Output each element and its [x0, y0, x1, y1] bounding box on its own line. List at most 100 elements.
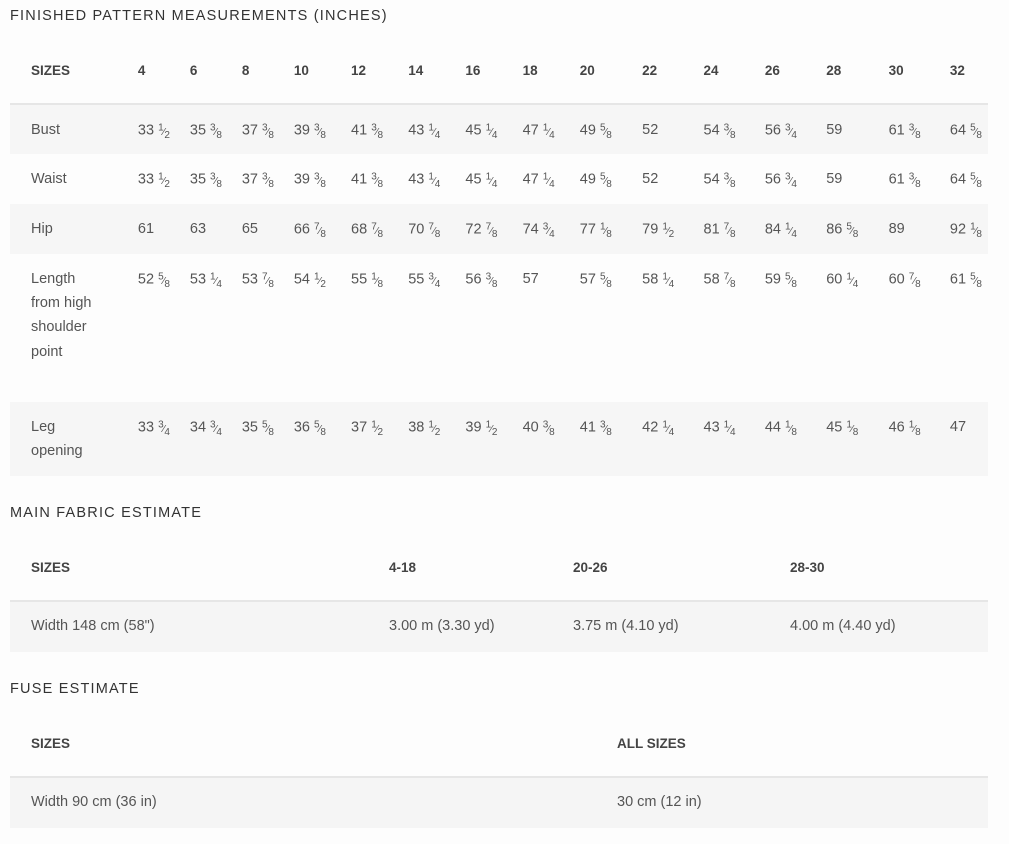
- measurement-value: 45 1⁄4: [465, 171, 497, 190]
- measurement-value: 33 1⁄2: [137, 122, 170, 141]
- fraction: 7⁄8: [485, 221, 498, 240]
- measurement-value: 45 1⁄8: [826, 419, 858, 438]
- fraction: 1⁄8: [846, 419, 858, 438]
- main-fabric-estimate: 4.00 m (4.40 yd): [790, 618, 896, 634]
- fraction: 1⁄4: [785, 221, 797, 240]
- measurement-value: 49 5⁄8: [579, 122, 612, 141]
- measurement-value: 37 1⁄2: [351, 419, 383, 438]
- measurement-value: 70 7⁄8: [408, 221, 440, 240]
- main-fabric-estimate: 3.75 m (4.10 yd): [573, 618, 679, 634]
- size-column-header: 24: [703, 63, 719, 78]
- fraction: 1⁄2: [158, 122, 170, 141]
- measurement-value: 64 5⁄8: [949, 122, 982, 141]
- measurement-row: Hip 61 63 65 66 7⁄8 68 7⁄8 70 7⁄8 72 7⁄8 74 3⁄4 7…: [10, 204, 988, 254]
- measurements-header-row: SIZES 46810121416182022242628303234: [10, 38, 988, 104]
- measurement-value: 45 1⁄4: [465, 122, 497, 141]
- fraction: 3⁄8: [599, 419, 612, 438]
- measurement-value: 86 5⁄8: [826, 221, 858, 240]
- size-column-header: 16: [465, 63, 481, 78]
- size-column-header: 32: [949, 63, 965, 78]
- fraction: 7⁄8: [428, 221, 440, 240]
- fraction: 1⁄4: [542, 122, 555, 141]
- measurement-value: 54 3⁄8: [703, 122, 736, 141]
- measurement-label: Waist: [31, 171, 67, 187]
- fraction: 3⁄8: [485, 271, 498, 290]
- measurement-value: 53 1⁄4: [189, 271, 222, 290]
- measurement-value: 47 1⁄4: [522, 122, 555, 141]
- fraction: 3⁄8: [908, 122, 921, 141]
- main-fabric-width-label: Width 148 cm (58"): [31, 618, 155, 634]
- size-column-header: 12: [351, 63, 367, 78]
- fuse-table-wrapper: SIZES ALL SIZES Width 90 cm (36 in) 30 c…: [10, 710, 988, 828]
- fraction: 1⁄4: [542, 171, 555, 190]
- measurement-value: 54 1⁄2: [293, 271, 326, 290]
- measurement-label: Hip: [31, 221, 53, 237]
- measurement-value: 34 3⁄4: [189, 419, 222, 438]
- size-column-header: 6: [189, 63, 198, 78]
- main-fabric-size-range-header: 20-26: [573, 560, 608, 575]
- fraction: 1⁄2: [371, 419, 383, 438]
- fraction: 1⁄4: [723, 419, 736, 438]
- fraction: 3⁄8: [723, 122, 736, 141]
- measurement-value: 65: [241, 221, 258, 237]
- fraction: 1⁄2: [158, 171, 170, 190]
- fraction: 3⁄4: [785, 122, 797, 141]
- fraction: 1⁄2: [485, 419, 498, 438]
- fuse-row: Width 90 cm (36 in) 30 cm (12 in): [10, 777, 988, 828]
- fraction: 5⁄8: [599, 271, 612, 290]
- measurement-value: 72 7⁄8: [465, 221, 498, 240]
- measurement-value: 84 1⁄4: [764, 221, 797, 240]
- measurement-value: 33 1⁄2: [137, 171, 170, 190]
- section-title-measurements: FINISHED PATTERN MEASUREMENTS (INCHES): [10, 8, 388, 24]
- fraction: 3⁄4: [542, 221, 555, 240]
- fraction: 1⁄4: [662, 271, 674, 290]
- size-column-header: 20: [579, 63, 595, 78]
- fuse-header-row: SIZES ALL SIZES: [10, 710, 988, 777]
- fraction: 5⁄8: [846, 221, 858, 240]
- fraction: 1⁄8: [908, 419, 921, 438]
- measurement-value: 64 5⁄8: [949, 171, 982, 190]
- measurement-value: 60 1⁄4: [826, 271, 858, 290]
- main-fabric-size-range-header: 28-30: [790, 560, 825, 575]
- fraction: 3⁄8: [908, 171, 921, 190]
- measurement-value: 92 1⁄8: [949, 221, 982, 240]
- fraction: 1⁄8: [970, 221, 982, 240]
- measurement-value: 58 1⁄4: [642, 271, 674, 290]
- main-fabric-size-range-header: 4-18: [389, 560, 417, 575]
- fraction: 5⁄8: [785, 271, 797, 290]
- fraction: 3⁄8: [542, 419, 555, 438]
- measurement-row: Bust 33 1⁄2 35 3⁄8 37 3⁄8 39 3⁄8 41 3⁄8 43 1⁄4…: [10, 104, 988, 154]
- main-fabric-row: Width 148 cm (58") 3.00 m (3.30 yd) 3.75…: [10, 601, 988, 652]
- measurement-value: 41 3⁄8: [351, 171, 383, 190]
- fraction: 5⁄8: [970, 271, 982, 290]
- measurement-value: 37 3⁄8: [241, 171, 274, 190]
- measurement-value: 36 5⁄8: [293, 419, 326, 438]
- fraction: 3⁄4: [158, 419, 170, 438]
- fraction: 1⁄4: [846, 271, 858, 290]
- size-column-header: 28: [826, 63, 842, 78]
- measurement-value: 59 5⁄8: [764, 271, 797, 290]
- main-fabric-estimate: 3.00 m (3.30 yd): [389, 618, 495, 634]
- measurement-value: 58 7⁄8: [703, 271, 736, 290]
- measurement-value: 47: [949, 419, 967, 435]
- measurement-value: 59: [826, 122, 843, 138]
- fraction: 1⁄2: [314, 271, 326, 290]
- fraction: 7⁄8: [262, 271, 274, 290]
- measurement-value: 42 1⁄4: [642, 419, 674, 438]
- fraction: 1⁄4: [662, 419, 674, 438]
- size-column-header: 26: [764, 63, 780, 78]
- measurement-value: 41 3⁄8: [351, 122, 383, 141]
- fraction: 5⁄8: [314, 419, 326, 438]
- fuse-width-label: Width 90 cm (36 in): [31, 794, 157, 810]
- measurement-row: Waist 33 1⁄2 35 3⁄8 37 3⁄8 39 3⁄8 41 3⁄8 43 1⁄…: [10, 154, 988, 204]
- fraction: 1⁄8: [599, 221, 612, 240]
- measurements-table-wrapper[interactable]: SIZES 46810121416182022242628303234 Bust…: [10, 38, 988, 476]
- measurement-value: 53 7⁄8: [241, 271, 274, 290]
- measurement-value: 74 3⁄4: [522, 221, 555, 240]
- fraction: 3⁄8: [371, 171, 383, 190]
- measurement-value: 52: [642, 171, 659, 187]
- measurement-value: 52: [642, 122, 659, 138]
- measurement-value: 55 1⁄8: [351, 271, 383, 290]
- fraction: 3⁄8: [723, 171, 736, 190]
- measurement-value: 43 1⁄4: [408, 171, 440, 190]
